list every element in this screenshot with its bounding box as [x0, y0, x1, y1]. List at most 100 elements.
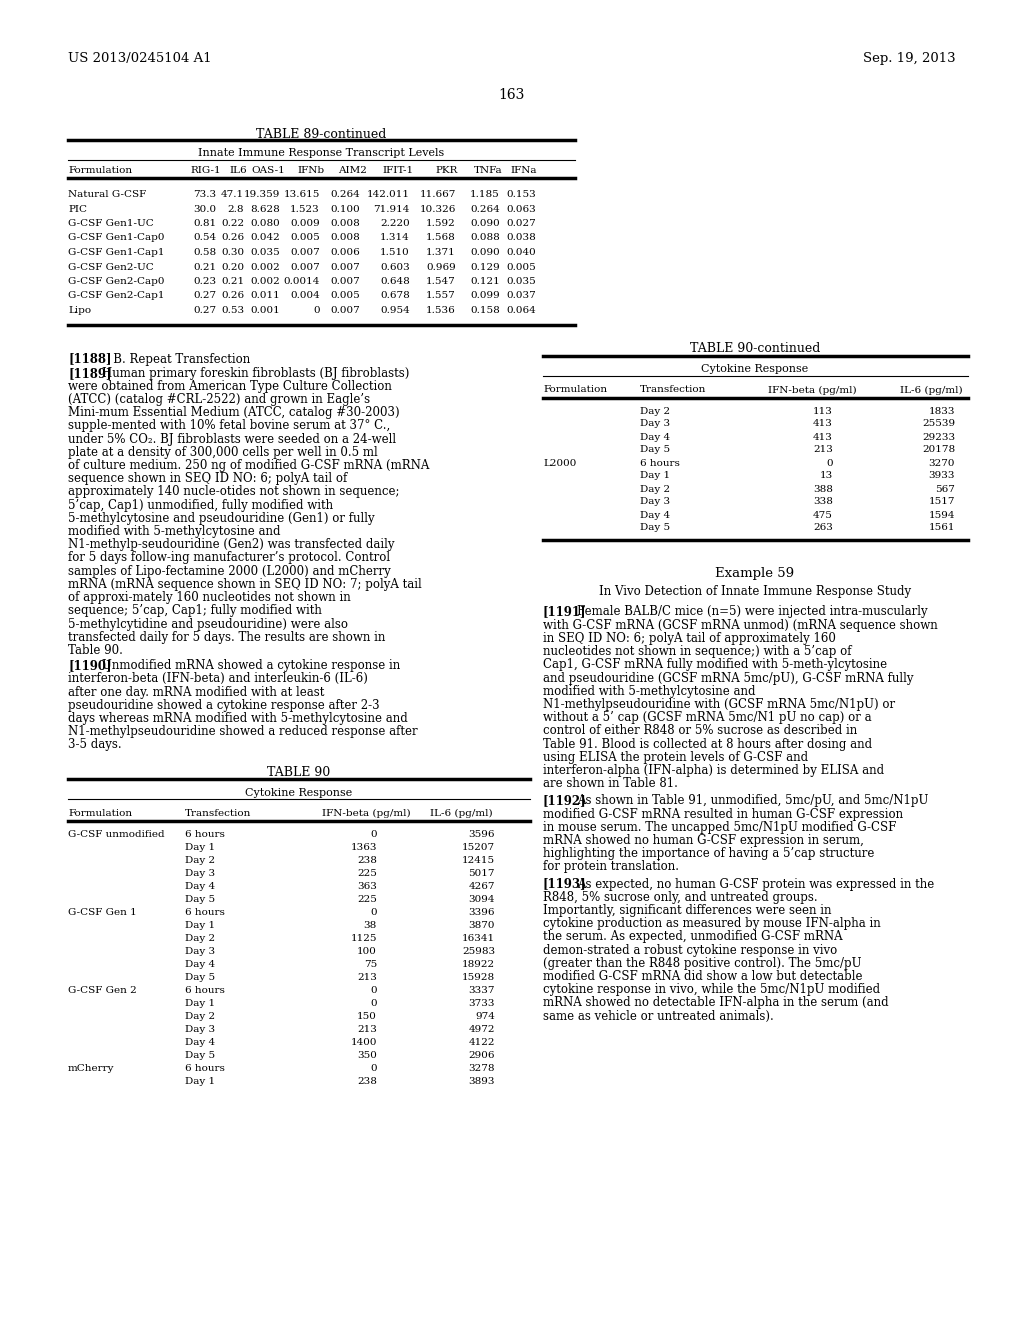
- Text: 0.080: 0.080: [250, 219, 280, 228]
- Text: 5-methylcytosine and pseudouridine (Gen1) or fully: 5-methylcytosine and pseudouridine (Gen1…: [68, 512, 375, 525]
- Text: 25983: 25983: [462, 946, 495, 956]
- Text: 1594: 1594: [929, 511, 955, 520]
- Text: TABLE 89-continued: TABLE 89-continued: [256, 128, 386, 141]
- Text: 0.004: 0.004: [290, 292, 319, 301]
- Text: of approxi-mately 160 nucleotides not shown in: of approxi-mately 160 nucleotides not sh…: [68, 591, 351, 605]
- Text: Example 59: Example 59: [716, 568, 795, 581]
- Text: OAS-1: OAS-1: [251, 166, 285, 176]
- Text: 5’cap, Cap1) unmodified, fully modified with: 5’cap, Cap1) unmodified, fully modified …: [68, 499, 333, 512]
- Text: [1193]: [1193]: [543, 878, 587, 891]
- Text: highlighting the importance of having a 5’cap structure: highlighting the importance of having a …: [543, 847, 874, 861]
- Text: modified G-CSF mRNA did show a low but detectable: modified G-CSF mRNA did show a low but d…: [543, 970, 862, 983]
- Text: 0.23: 0.23: [193, 277, 216, 286]
- Text: and pseudouridine (GCSF mRNA 5mc/pU), G-CSF mRNA fully: and pseudouridine (GCSF mRNA 5mc/pU), G-…: [543, 672, 913, 685]
- Text: 475: 475: [813, 511, 833, 520]
- Text: 0.264: 0.264: [470, 205, 500, 214]
- Text: Day 3: Day 3: [640, 420, 670, 429]
- Text: cytokine production as measured by mouse IFN-alpha in: cytokine production as measured by mouse…: [543, 917, 881, 931]
- Text: 1400: 1400: [350, 1038, 377, 1047]
- Text: 30.0: 30.0: [193, 205, 216, 214]
- Text: TNFa: TNFa: [474, 166, 503, 176]
- Text: 3596: 3596: [469, 829, 495, 838]
- Text: modified with 5-methylcytosine and: modified with 5-methylcytosine and: [68, 525, 281, 539]
- Text: Day 2: Day 2: [640, 407, 670, 416]
- Text: As expected, no human G-CSF protein was expressed in the: As expected, no human G-CSF protein was …: [577, 878, 934, 891]
- Text: Day 1: Day 1: [185, 998, 215, 1007]
- Text: Day 1: Day 1: [185, 842, 215, 851]
- Text: 2906: 2906: [469, 1051, 495, 1060]
- Text: 6 hours: 6 hours: [185, 829, 225, 838]
- Text: 0.954: 0.954: [380, 306, 410, 315]
- Text: Day 2: Day 2: [185, 933, 215, 942]
- Text: 0: 0: [371, 986, 377, 994]
- Text: In Vivo Detection of Innate Immune Response Study: In Vivo Detection of Innate Immune Respo…: [599, 586, 911, 598]
- Text: 0.038: 0.038: [506, 234, 536, 243]
- Text: 20178: 20178: [922, 446, 955, 454]
- Text: 6 hours: 6 hours: [185, 986, 225, 994]
- Text: 0.54: 0.54: [193, 234, 216, 243]
- Text: 25539: 25539: [922, 420, 955, 429]
- Text: cytokine response in vivo, while the 5mc/N1pU modified: cytokine response in vivo, while the 5mc…: [543, 983, 880, 997]
- Text: 0.064: 0.064: [506, 306, 536, 315]
- Text: 4972: 4972: [469, 1024, 495, 1034]
- Text: 0.002: 0.002: [250, 277, 280, 286]
- Text: 0.26: 0.26: [221, 292, 244, 301]
- Text: 0.648: 0.648: [380, 277, 410, 286]
- Text: samples of Lipo-fectamine 2000 (L2000) and mCherry: samples of Lipo-fectamine 2000 (L2000) a…: [68, 565, 391, 578]
- Text: 0.264: 0.264: [331, 190, 360, 199]
- Text: 225: 225: [357, 869, 377, 878]
- Text: N1-methylpseudouridine with (GCSF mRNA 5mc/N1pU) or: N1-methylpseudouridine with (GCSF mRNA 5…: [543, 698, 895, 711]
- Text: IL-6 (pg/ml): IL-6 (pg/ml): [430, 809, 493, 817]
- Text: for 5 days follow-ing manufacturer’s protocol. Control: for 5 days follow-ing manufacturer’s pro…: [68, 552, 390, 565]
- Text: 3870: 3870: [469, 920, 495, 929]
- Text: 0.007: 0.007: [331, 277, 360, 286]
- Text: 38: 38: [364, 920, 377, 929]
- Text: 0.005: 0.005: [290, 234, 319, 243]
- Text: 213: 213: [357, 973, 377, 982]
- Text: 5-methylcytidine and pseudouridine) were also: 5-methylcytidine and pseudouridine) were…: [68, 618, 348, 631]
- Text: 213: 213: [357, 1024, 377, 1034]
- Text: for protein translation.: for protein translation.: [543, 861, 679, 874]
- Text: 0.26: 0.26: [221, 234, 244, 243]
- Text: 10.326: 10.326: [420, 205, 456, 214]
- Text: nucleotides not shown in sequence;) with a 5’cap of: nucleotides not shown in sequence;) with…: [543, 645, 852, 659]
- Text: 0.007: 0.007: [290, 248, 319, 257]
- Text: 0.088: 0.088: [470, 234, 500, 243]
- Text: 0.007: 0.007: [331, 306, 360, 315]
- Text: 1125: 1125: [350, 933, 377, 942]
- Text: 8.628: 8.628: [250, 205, 280, 214]
- Text: demon-strated a robust cytokine response in vivo: demon-strated a robust cytokine response…: [543, 944, 838, 957]
- Text: G-CSF unmodified: G-CSF unmodified: [68, 829, 165, 838]
- Text: 73.3: 73.3: [193, 190, 216, 199]
- Text: transfected daily for 5 days. The results are shown in: transfected daily for 5 days. The result…: [68, 631, 385, 644]
- Text: 413: 413: [813, 420, 833, 429]
- Text: 3278: 3278: [469, 1064, 495, 1073]
- Text: sequence; 5’cap, Cap1; fully modified with: sequence; 5’cap, Cap1; fully modified wi…: [68, 605, 322, 618]
- Text: 3-5 days.: 3-5 days.: [68, 738, 122, 751]
- Text: TABLE 90: TABLE 90: [267, 766, 331, 779]
- Text: Human primary foreskin fibroblasts (BJ fibroblasts): Human primary foreskin fibroblasts (BJ f…: [102, 367, 410, 380]
- Text: 0.090: 0.090: [470, 219, 500, 228]
- Text: 0: 0: [371, 998, 377, 1007]
- Text: G-CSF Gen1-UC: G-CSF Gen1-UC: [68, 219, 154, 228]
- Text: G-CSF Gen 1: G-CSF Gen 1: [68, 908, 137, 916]
- Text: IFNa: IFNa: [511, 166, 538, 176]
- Text: 0: 0: [313, 306, 319, 315]
- Text: 1.314: 1.314: [380, 234, 410, 243]
- Text: [1190]: [1190]: [68, 659, 112, 672]
- Text: 0.042: 0.042: [250, 234, 280, 243]
- Text: 1.510: 1.510: [380, 248, 410, 257]
- Text: 3270: 3270: [929, 458, 955, 467]
- Text: 0.027: 0.027: [506, 219, 536, 228]
- Text: 0.008: 0.008: [331, 234, 360, 243]
- Text: 0.129: 0.129: [470, 263, 500, 272]
- Text: 18922: 18922: [462, 960, 495, 969]
- Text: 413: 413: [813, 433, 833, 441]
- Text: 0.153: 0.153: [506, 190, 536, 199]
- Text: 100: 100: [357, 946, 377, 956]
- Text: 1.568: 1.568: [426, 234, 456, 243]
- Text: 19.359: 19.359: [244, 190, 280, 199]
- Text: 0.007: 0.007: [290, 263, 319, 272]
- Text: 238: 238: [357, 1077, 377, 1085]
- Text: Female BALB/C mice (n=5) were injected intra-muscularly: Female BALB/C mice (n=5) were injected i…: [577, 606, 928, 619]
